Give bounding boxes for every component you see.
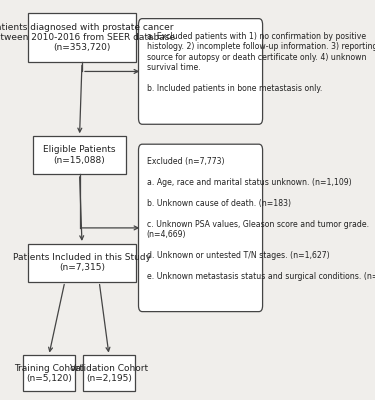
FancyBboxPatch shape (83, 356, 135, 391)
Text: Excluded (n=7,773)

a. Age, race and marital status unknown. (n=1,109)

b. Unkno: Excluded (n=7,773) a. Age, race and mari… (147, 157, 375, 281)
Text: Patients diagnosed with prostate cancer
between 2010-2016 from SEER database
(n=: Patients diagnosed with prostate cancer … (0, 23, 175, 52)
Text: Patients Included in this Study
(n=7,315): Patients Included in this Study (n=7,315… (13, 253, 151, 272)
FancyBboxPatch shape (28, 13, 136, 62)
FancyBboxPatch shape (28, 244, 136, 282)
Text: Validation Cohort
(n=2,195): Validation Cohort (n=2,195) (70, 364, 148, 383)
FancyBboxPatch shape (138, 19, 262, 124)
Text: Eligible Patients
(n=15,088): Eligible Patients (n=15,088) (43, 146, 116, 165)
Text: a. Excluded patients with 1) no confirmation by positive
histology. 2) incomplet: a. Excluded patients with 1) no confirma… (147, 32, 375, 93)
FancyBboxPatch shape (23, 356, 75, 391)
Text: Training Cohort
(n=5,120): Training Cohort (n=5,120) (14, 364, 83, 383)
FancyBboxPatch shape (138, 144, 262, 312)
FancyBboxPatch shape (33, 136, 126, 174)
